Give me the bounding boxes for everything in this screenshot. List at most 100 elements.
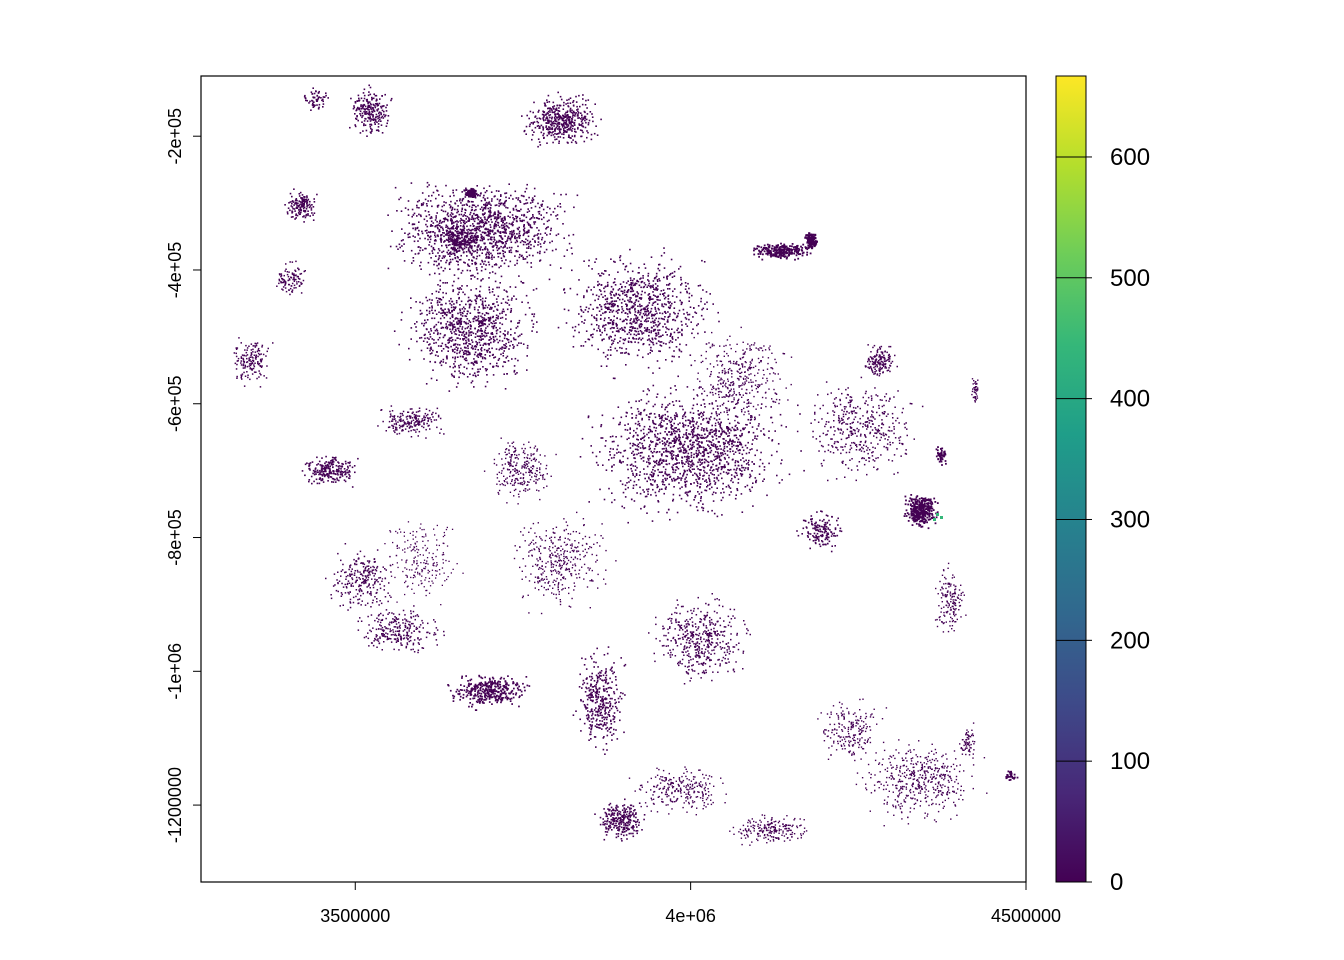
- raster-cell: [529, 218, 531, 221]
- raster-cell: [448, 338, 450, 341]
- raster-cell: [730, 479, 732, 482]
- raster-cell: [503, 337, 506, 340]
- raster-cell: [296, 199, 298, 202]
- raster-cell: [447, 308, 450, 310]
- raster-cell: [668, 315, 671, 317]
- raster-cell: [447, 219, 449, 222]
- raster-cell: [550, 227, 552, 230]
- raster-cell: [533, 313, 536, 315]
- raster-cell: [479, 263, 482, 265]
- raster-cell: [488, 286, 490, 289]
- raster-cell: [729, 468, 732, 471]
- raster-cell: [559, 116, 561, 118]
- raster-cell: [395, 245, 398, 248]
- raster-cell: [472, 191, 475, 194]
- raster-cell: [676, 459, 678, 461]
- raster-cell: [701, 506, 703, 509]
- raster-cell: [665, 455, 667, 457]
- raster-cell: [354, 102, 357, 104]
- raster-cell: [307, 204, 309, 207]
- raster-cell: [630, 284, 633, 286]
- raster-cell: [736, 489, 739, 492]
- raster-cell: [431, 293, 433, 295]
- raster-cell: [710, 460, 712, 462]
- raster-cell: [480, 355, 482, 358]
- raster-cell: [633, 338, 635, 340]
- raster-cell: [416, 340, 418, 343]
- raster-cell: [585, 121, 587, 124]
- raster-cell: [604, 286, 607, 288]
- raster-cell: [672, 451, 675, 453]
- raster-cell: [619, 256, 621, 259]
- raster-cell: [460, 210, 463, 213]
- raster-cell: [488, 253, 490, 256]
- raster-cell: [696, 427, 699, 430]
- raster-cell: [490, 338, 493, 340]
- raster-cell: [353, 105, 355, 107]
- raster-cell: [381, 132, 384, 134]
- raster-cell: [464, 208, 466, 211]
- raster-cell: [671, 328, 673, 330]
- raster-cell: [725, 432, 727, 434]
- raster-cell: [430, 348, 433, 350]
- raster-cell: [481, 312, 484, 315]
- raster-cell: [730, 429, 732, 432]
- raster-cell: [557, 121, 560, 124]
- raster-cell: [295, 213, 297, 215]
- raster-cell: [531, 129, 534, 132]
- raster-cell: [483, 224, 485, 226]
- raster-cell: [483, 236, 485, 239]
- raster-cell: [567, 105, 569, 107]
- raster-cell: [687, 425, 690, 427]
- raster-cell: [694, 311, 696, 314]
- raster-cell: [558, 140, 560, 143]
- raster-cell: [610, 301, 613, 303]
- raster-cell: [541, 236, 544, 239]
- raster-cell: [751, 486, 753, 489]
- raster-cell: [501, 323, 504, 326]
- raster-cell: [355, 109, 357, 112]
- raster-cell: [569, 102, 572, 104]
- raster-cell: [605, 307, 607, 309]
- raster-cell: [641, 305, 643, 307]
- raster-cell: [598, 289, 601, 291]
- raster-cell: [440, 312, 442, 315]
- raster-cell: [368, 84, 370, 87]
- raster-cell: [467, 263, 469, 266]
- raster-cell: [689, 354, 692, 356]
- raster-cell: [476, 362, 478, 364]
- raster-cell: [617, 289, 620, 291]
- raster-cell: [701, 259, 703, 262]
- raster-cell: [468, 353, 470, 356]
- raster-cell: [559, 130, 561, 133]
- raster-cell: [446, 218, 449, 221]
- raster-cell: [718, 320, 720, 323]
- raster-cell: [635, 474, 638, 476]
- raster-cell: [602, 326, 604, 328]
- raster-cell: [316, 100, 318, 102]
- raster-cell: [613, 315, 615, 318]
- raster-cell: [652, 421, 654, 424]
- raster-cell: [653, 314, 655, 317]
- raster-cell: [617, 444, 619, 447]
- raster-cell: [563, 121, 566, 124]
- raster-cell: [476, 238, 478, 241]
- raster-cell: [459, 287, 461, 289]
- raster-cell: [622, 292, 624, 295]
- raster-cell: [640, 286, 642, 289]
- raster-cell: [686, 455, 689, 457]
- raster-cell: [429, 360, 431, 363]
- raster-cell: [544, 232, 547, 234]
- raster-cell: [666, 319, 669, 321]
- raster-cell: [700, 297, 702, 300]
- raster-cell: [747, 441, 749, 444]
- raster-cell: [609, 335, 612, 338]
- raster-cell: [516, 233, 518, 235]
- raster-cell: [633, 293, 636, 296]
- raster-cell: [561, 119, 564, 122]
- raster-cell: [676, 438, 678, 440]
- raster-cell: [398, 343, 400, 346]
- raster-cell: [627, 352, 630, 355]
- raster-cell: [408, 222, 410, 224]
- raster-cell: [689, 443, 692, 446]
